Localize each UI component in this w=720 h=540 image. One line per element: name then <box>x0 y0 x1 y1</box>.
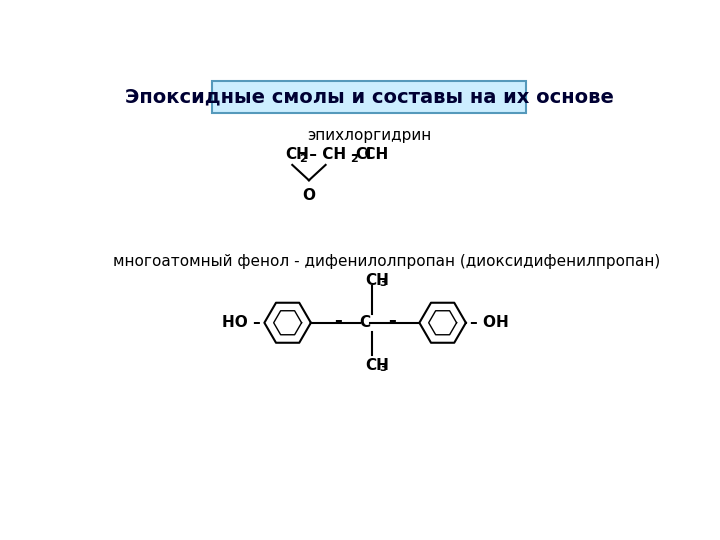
Text: 3: 3 <box>379 363 387 373</box>
Text: C: C <box>359 315 371 330</box>
Text: Cl: Cl <box>355 147 372 162</box>
Text: –: – <box>334 313 342 328</box>
Text: 3: 3 <box>379 279 387 288</box>
Text: 2: 2 <box>351 154 358 164</box>
FancyBboxPatch shape <box>212 81 526 113</box>
Text: 2: 2 <box>300 154 307 164</box>
Text: эпихлоргидрин: эпихлоргидрин <box>307 128 431 143</box>
Text: многоатомный фенол - дифенилолпропан (диоксидифенилпропан): многоатомный фенол - дифенилолпропан (ди… <box>113 254 660 268</box>
Text: Эпоксидные смолы и составы на их основе: Эпоксидные смолы и составы на их основе <box>125 87 613 106</box>
Text: CH: CH <box>285 147 309 162</box>
Text: CH: CH <box>365 273 389 288</box>
Text: – OH: – OH <box>469 315 508 330</box>
Text: O: O <box>302 188 315 203</box>
Text: –: – <box>388 313 396 328</box>
Text: HO –: HO – <box>222 315 261 330</box>
Text: CH: CH <box>365 357 389 373</box>
Text: – CH – CH: – CH – CH <box>304 147 388 162</box>
